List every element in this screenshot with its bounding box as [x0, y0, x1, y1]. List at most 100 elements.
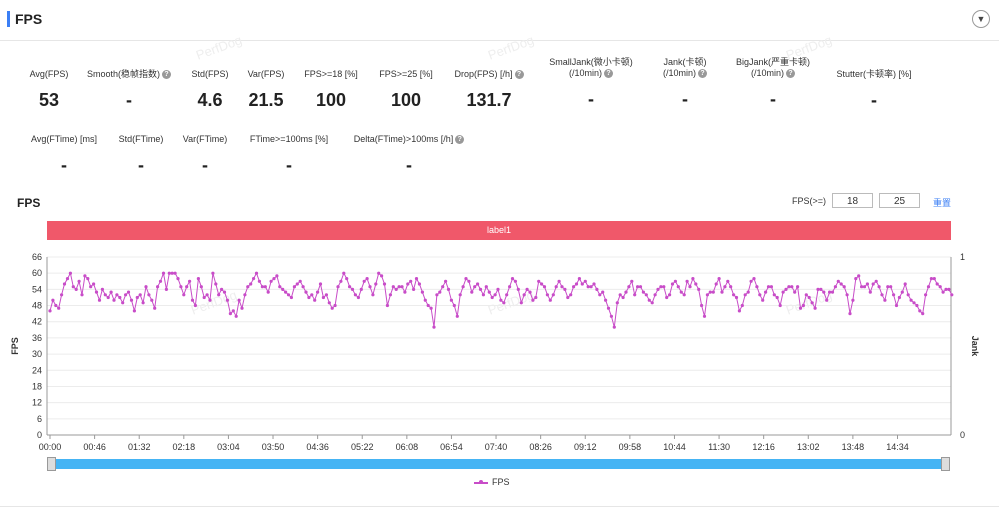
- data-point: [112, 298, 116, 302]
- data-point: [391, 285, 395, 289]
- data-point: [697, 287, 701, 291]
- x-tick-label: 01:32: [128, 442, 151, 452]
- help-icon[interactable]: ?: [455, 135, 465, 145]
- time-range-slider[interactable]: [50, 459, 947, 469]
- stat-2: Std(FPS) 4.6: [145, 69, 275, 111]
- reset-button[interactable]: 重置: [933, 198, 952, 208]
- label-bar[interactable]: label1: [47, 221, 951, 240]
- data-point: [144, 285, 148, 289]
- chevron-down-icon[interactable]: ▼: [972, 10, 990, 28]
- data-point: [188, 279, 192, 283]
- data-point: [627, 285, 631, 289]
- data-point: [822, 290, 826, 294]
- data-point: [708, 290, 712, 294]
- x-tick-label: 00:00: [39, 442, 62, 452]
- data-point: [892, 293, 896, 297]
- stat-5: FPS>=25 [%] 100: [341, 69, 471, 111]
- data-point: [176, 277, 180, 281]
- data-point: [636, 285, 640, 289]
- data-point: [80, 293, 84, 297]
- data-point: [638, 285, 643, 289]
- data-point: [89, 285, 93, 289]
- y-tick-label: 30: [32, 349, 42, 359]
- data-point: [592, 282, 596, 286]
- data-point: [490, 295, 494, 300]
- help-icon[interactable]: ?: [786, 69, 795, 79]
- stat-label: Smooth(稳帧指数)?: [64, 69, 194, 80]
- stat-value: -: [126, 90, 132, 110]
- stat-2: Var(FTime) -: [140, 134, 270, 176]
- data-point: [257, 279, 261, 283]
- help-icon[interactable]: ?: [514, 70, 524, 80]
- data-point: [752, 277, 756, 281]
- stat-value: -: [138, 155, 144, 175]
- threshold-input-2[interactable]: 25: [879, 193, 920, 208]
- data-point: [906, 293, 910, 297]
- data-point: [478, 287, 483, 291]
- help-icon[interactable]: ?: [698, 69, 707, 79]
- data-point: [185, 285, 189, 289]
- data-point: [62, 282, 67, 286]
- data-point: [830, 290, 835, 294]
- data-point: [353, 293, 357, 297]
- slider-handle-right[interactable]: [941, 457, 950, 471]
- data-point: [132, 309, 136, 313]
- data-point: [487, 290, 491, 294]
- data-point: [609, 314, 614, 318]
- y-tick-label: 60: [32, 268, 42, 278]
- x-tick-label: 03:50: [262, 442, 285, 452]
- y-tick-label: 48: [32, 301, 42, 311]
- help-icon[interactable]: ?: [604, 69, 613, 79]
- data-point: [766, 285, 771, 289]
- data-point: [397, 285, 401, 289]
- stat-value: -: [202, 155, 208, 175]
- data-point: [894, 303, 899, 308]
- data-point: [423, 298, 427, 302]
- data-point: [467, 279, 471, 283]
- stat-value: 131.7: [466, 90, 512, 110]
- stat-8: Jank(卡顿) (/10min)? -: [620, 57, 750, 110]
- data-point: [260, 285, 264, 289]
- data-point: [196, 277, 200, 281]
- data-point: [94, 290, 99, 294]
- data-point: [199, 285, 203, 289]
- data-point: [537, 279, 541, 283]
- data-point: [493, 293, 497, 297]
- data-point: [755, 285, 759, 289]
- data-point: [182, 293, 186, 297]
- data-point: [793, 290, 797, 294]
- data-point: [126, 290, 131, 294]
- data-point: [531, 298, 535, 302]
- data-point: [807, 295, 811, 300]
- legend[interactable]: FPS: [474, 477, 510, 487]
- x-tick-label: 10:44: [663, 442, 686, 452]
- x-tick-label: 09:12: [574, 442, 597, 452]
- data-point: [647, 298, 651, 302]
- data-point: [217, 293, 221, 297]
- data-point: [508, 285, 512, 289]
- data-point: [435, 293, 439, 297]
- x-tick-label: 06:54: [440, 442, 463, 452]
- data-point: [743, 293, 747, 297]
- data-point: [368, 285, 372, 289]
- data-point: [400, 285, 404, 289]
- stat-6: Drop(FPS) [/h]? 131.7: [424, 69, 554, 111]
- data-point: [673, 279, 678, 283]
- data-point: [842, 285, 846, 289]
- stat-value: -: [406, 155, 412, 175]
- data-point: [313, 298, 317, 302]
- data-point: [307, 295, 311, 300]
- data-point: [394, 287, 398, 291]
- help-icon[interactable]: ?: [162, 70, 171, 80]
- data-point: [214, 282, 218, 286]
- data-point: [263, 285, 267, 289]
- data-point: [173, 271, 177, 275]
- slider-handle-left[interactable]: [47, 457, 56, 471]
- data-point: [839, 282, 843, 286]
- data-point: [100, 287, 104, 291]
- data-point: [775, 295, 779, 300]
- stat-value: -: [286, 155, 292, 175]
- data-point: [211, 271, 215, 275]
- threshold-input-1[interactable]: 18: [832, 193, 873, 208]
- data-point: [749, 279, 753, 283]
